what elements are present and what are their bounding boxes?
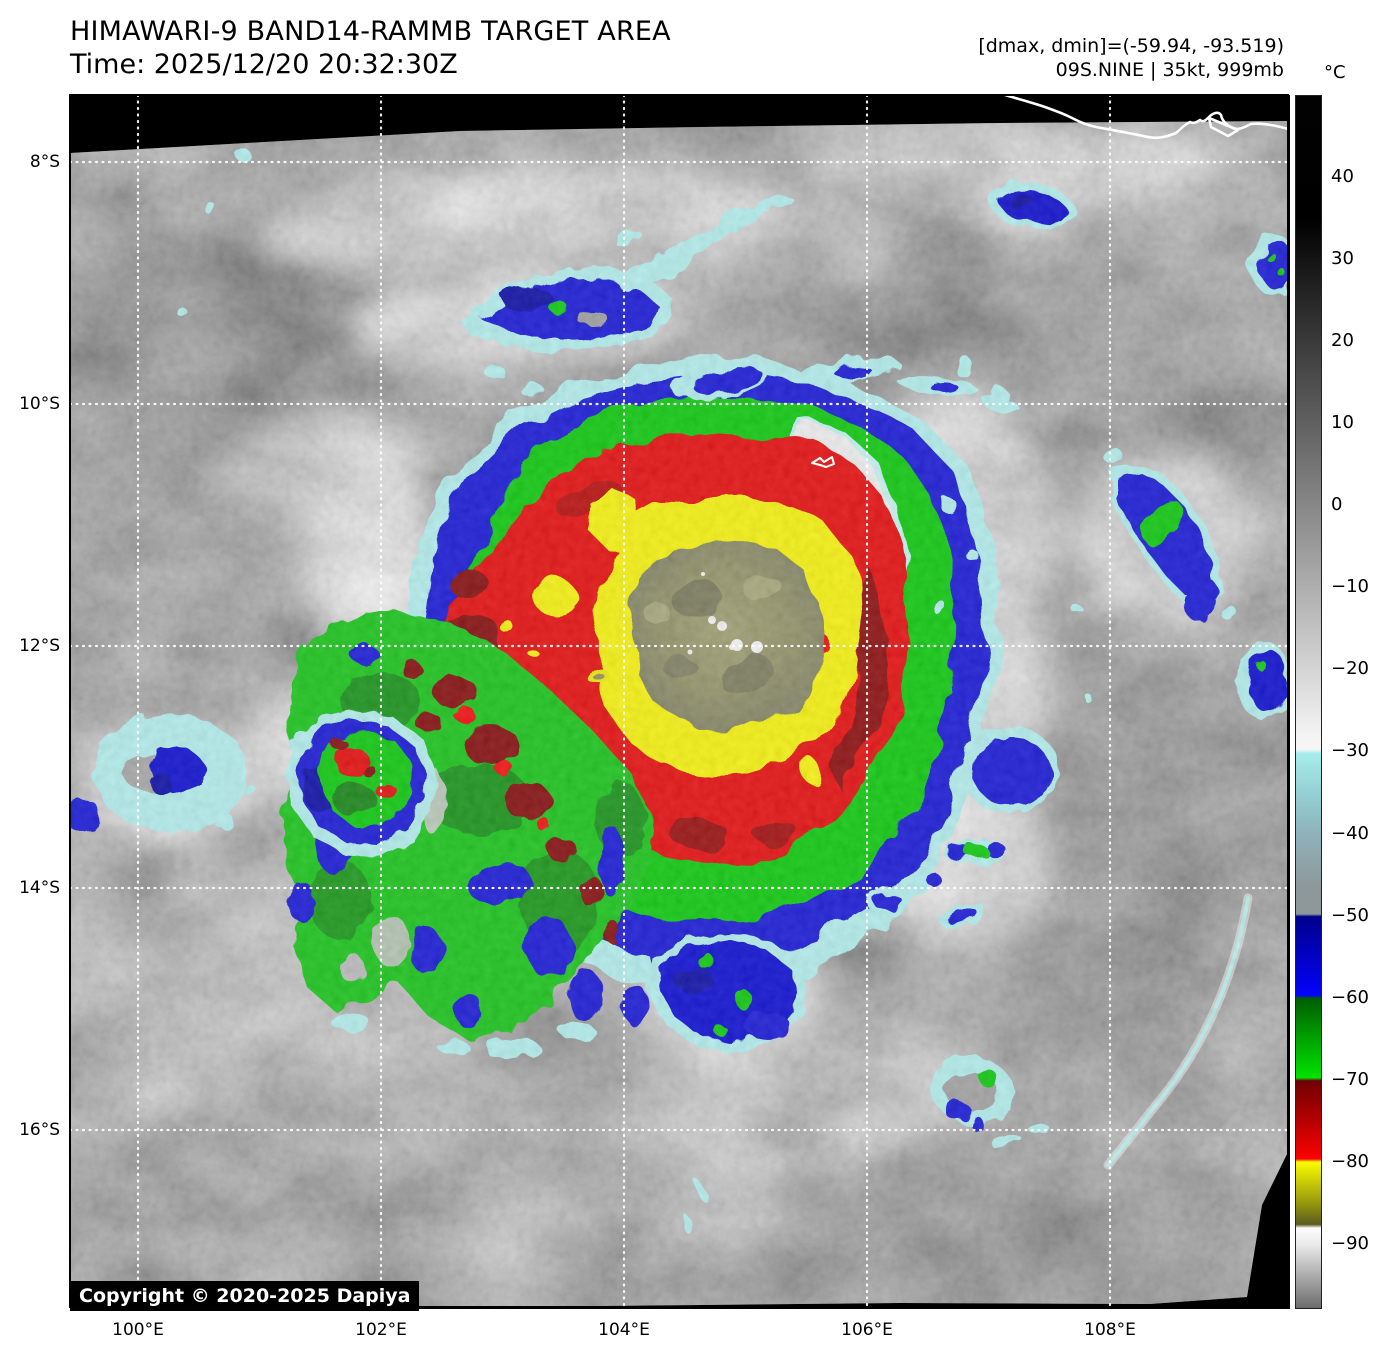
lon-label-102e: 102°E (355, 1320, 407, 1340)
lat-label-14s: 14°S (19, 878, 60, 898)
storm-info-label: 09S.NINE | 35kt, 999mb (1055, 59, 1284, 81)
time-label: Time: 2025/12/20 20:32:30Z (70, 49, 458, 80)
cb-tick-m50: −50 (1331, 905, 1369, 926)
cb-tick-m70: −70 (1331, 1069, 1369, 1090)
temperature-colorbar (1295, 95, 1322, 1309)
cb-tick-30: 30 (1331, 248, 1354, 269)
cb-tick-m30: −30 (1331, 740, 1369, 761)
page-title: HIMAWARI-9 BAND14-RAMMB TARGET AREA (70, 16, 671, 47)
lat-label-12s: 12°S (19, 636, 60, 656)
cb-tick-20: 20 (1331, 330, 1354, 351)
cb-tick-m10: −10 (1331, 576, 1369, 597)
satellite-swath (70, 121, 1288, 1309)
cb-tick-m40: −40 (1331, 823, 1369, 844)
lon-label-106e: 106°E (841, 1320, 893, 1340)
lon-label-104e: 104°E (598, 1320, 650, 1340)
colorbar-unit-label: °C (1324, 62, 1346, 83)
lat-label-10s: 10°S (19, 394, 60, 414)
cb-tick-m20: −20 (1331, 658, 1369, 679)
cb-tick-40: 40 (1331, 166, 1354, 187)
cb-tick-m90: −90 (1331, 1233, 1369, 1254)
lat-label-8s: 8°S (29, 152, 60, 172)
cb-tick-m80: −80 (1331, 1151, 1369, 1172)
lat-label-16s: 16°S (19, 1120, 60, 1140)
copyright-badge: Copyright © 2020-2025 Dapiya (70, 1281, 420, 1311)
graticule (70, 95, 1290, 1309)
lon-label-108e: 108°E (1084, 1320, 1136, 1340)
cb-tick-10: 10 (1331, 412, 1354, 433)
coastline (811, 95, 1289, 468)
satellite-map (70, 95, 1290, 1309)
cb-tick-0: 0 (1331, 494, 1343, 515)
dmax-dmin-label: [dmax, dmin]=(-59.94, -93.519) (978, 35, 1284, 57)
cb-tick-m60: −60 (1331, 987, 1369, 1008)
lon-label-100e: 100°E (112, 1320, 164, 1340)
fine-grain-noise (70, 121, 1288, 1309)
